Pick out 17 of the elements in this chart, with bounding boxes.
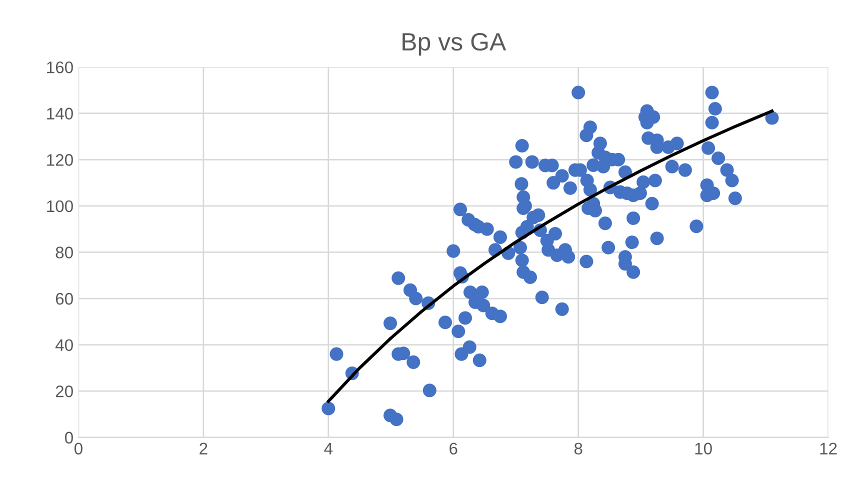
y-tick-label: 0 xyxy=(65,432,73,444)
y-tick-label: 100 xyxy=(47,200,73,212)
x-tick-label: 6 xyxy=(450,442,458,455)
x-tick-label: 10 xyxy=(695,442,712,455)
chart-title: Bp vs GA xyxy=(402,32,506,56)
x-tick-label: 12 xyxy=(820,442,837,454)
y-tick-label: 40 xyxy=(55,339,73,352)
x-tick-label: 0 xyxy=(74,442,82,455)
y-tick-label: 80 xyxy=(56,246,73,258)
x-tick-label: 2 xyxy=(200,442,208,454)
x-tick-label: 4 xyxy=(324,442,333,454)
y-tick-label: 20 xyxy=(56,386,73,398)
y-tick-label: 160 xyxy=(47,61,73,74)
y-tick-label: 120 xyxy=(47,154,73,166)
y-tick-label: 60 xyxy=(56,292,73,305)
y-tick-label: 140 xyxy=(47,108,73,120)
x-tick-label: 8 xyxy=(574,442,582,455)
